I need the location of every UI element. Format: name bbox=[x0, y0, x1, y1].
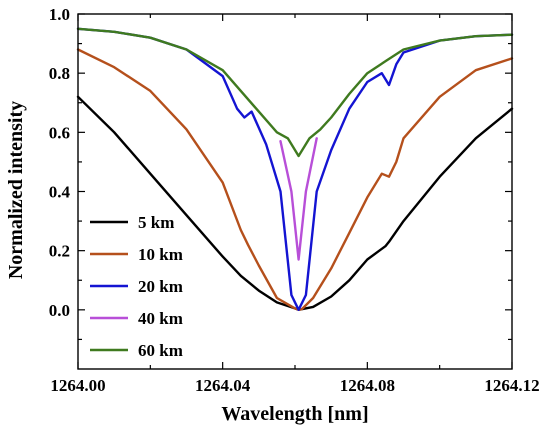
legend-label: 40 km bbox=[138, 309, 183, 328]
series-line-5-km bbox=[76, 95, 514, 311]
legend: 5 km 10 km 20 km 40 km 60 km bbox=[90, 213, 183, 360]
series-line-40-km bbox=[279, 137, 318, 261]
y-axis: 0.0 0.2 0.4 0.6 0.8 1.0 bbox=[49, 5, 512, 341]
y-tick-label: 0.6 bbox=[49, 123, 70, 142]
y-tick-label: 0.2 bbox=[49, 242, 70, 261]
y-tick-label: 0.4 bbox=[49, 183, 71, 202]
x-tick-label: 1264.12 bbox=[484, 376, 539, 395]
series-line-60-km bbox=[76, 27, 514, 158]
y-tick-label: 0.8 bbox=[49, 64, 70, 83]
x-tick-label: 1264.08 bbox=[340, 376, 395, 395]
y-tick-label: 1.0 bbox=[49, 5, 70, 24]
legend-label: 20 km bbox=[138, 277, 183, 296]
series-line-20-km bbox=[76, 27, 514, 311]
plot-lines bbox=[76, 27, 514, 311]
x-tick-label: 1264.04 bbox=[195, 376, 251, 395]
x-tick-label: 1264.00 bbox=[50, 376, 105, 395]
x-axis: 1264.00 1264.04 1264.08 1264.12 bbox=[50, 14, 540, 395]
legend-label: 5 km bbox=[138, 213, 174, 232]
x-axis-label: Wavelength [nm] bbox=[221, 403, 368, 425]
y-axis-label: Normalized intensity bbox=[5, 101, 27, 279]
legend-label: 60 km bbox=[138, 341, 183, 360]
series-line-10-km bbox=[76, 48, 514, 311]
y-tick-label: 0.0 bbox=[49, 301, 70, 320]
legend-label: 10 km bbox=[138, 245, 183, 264]
